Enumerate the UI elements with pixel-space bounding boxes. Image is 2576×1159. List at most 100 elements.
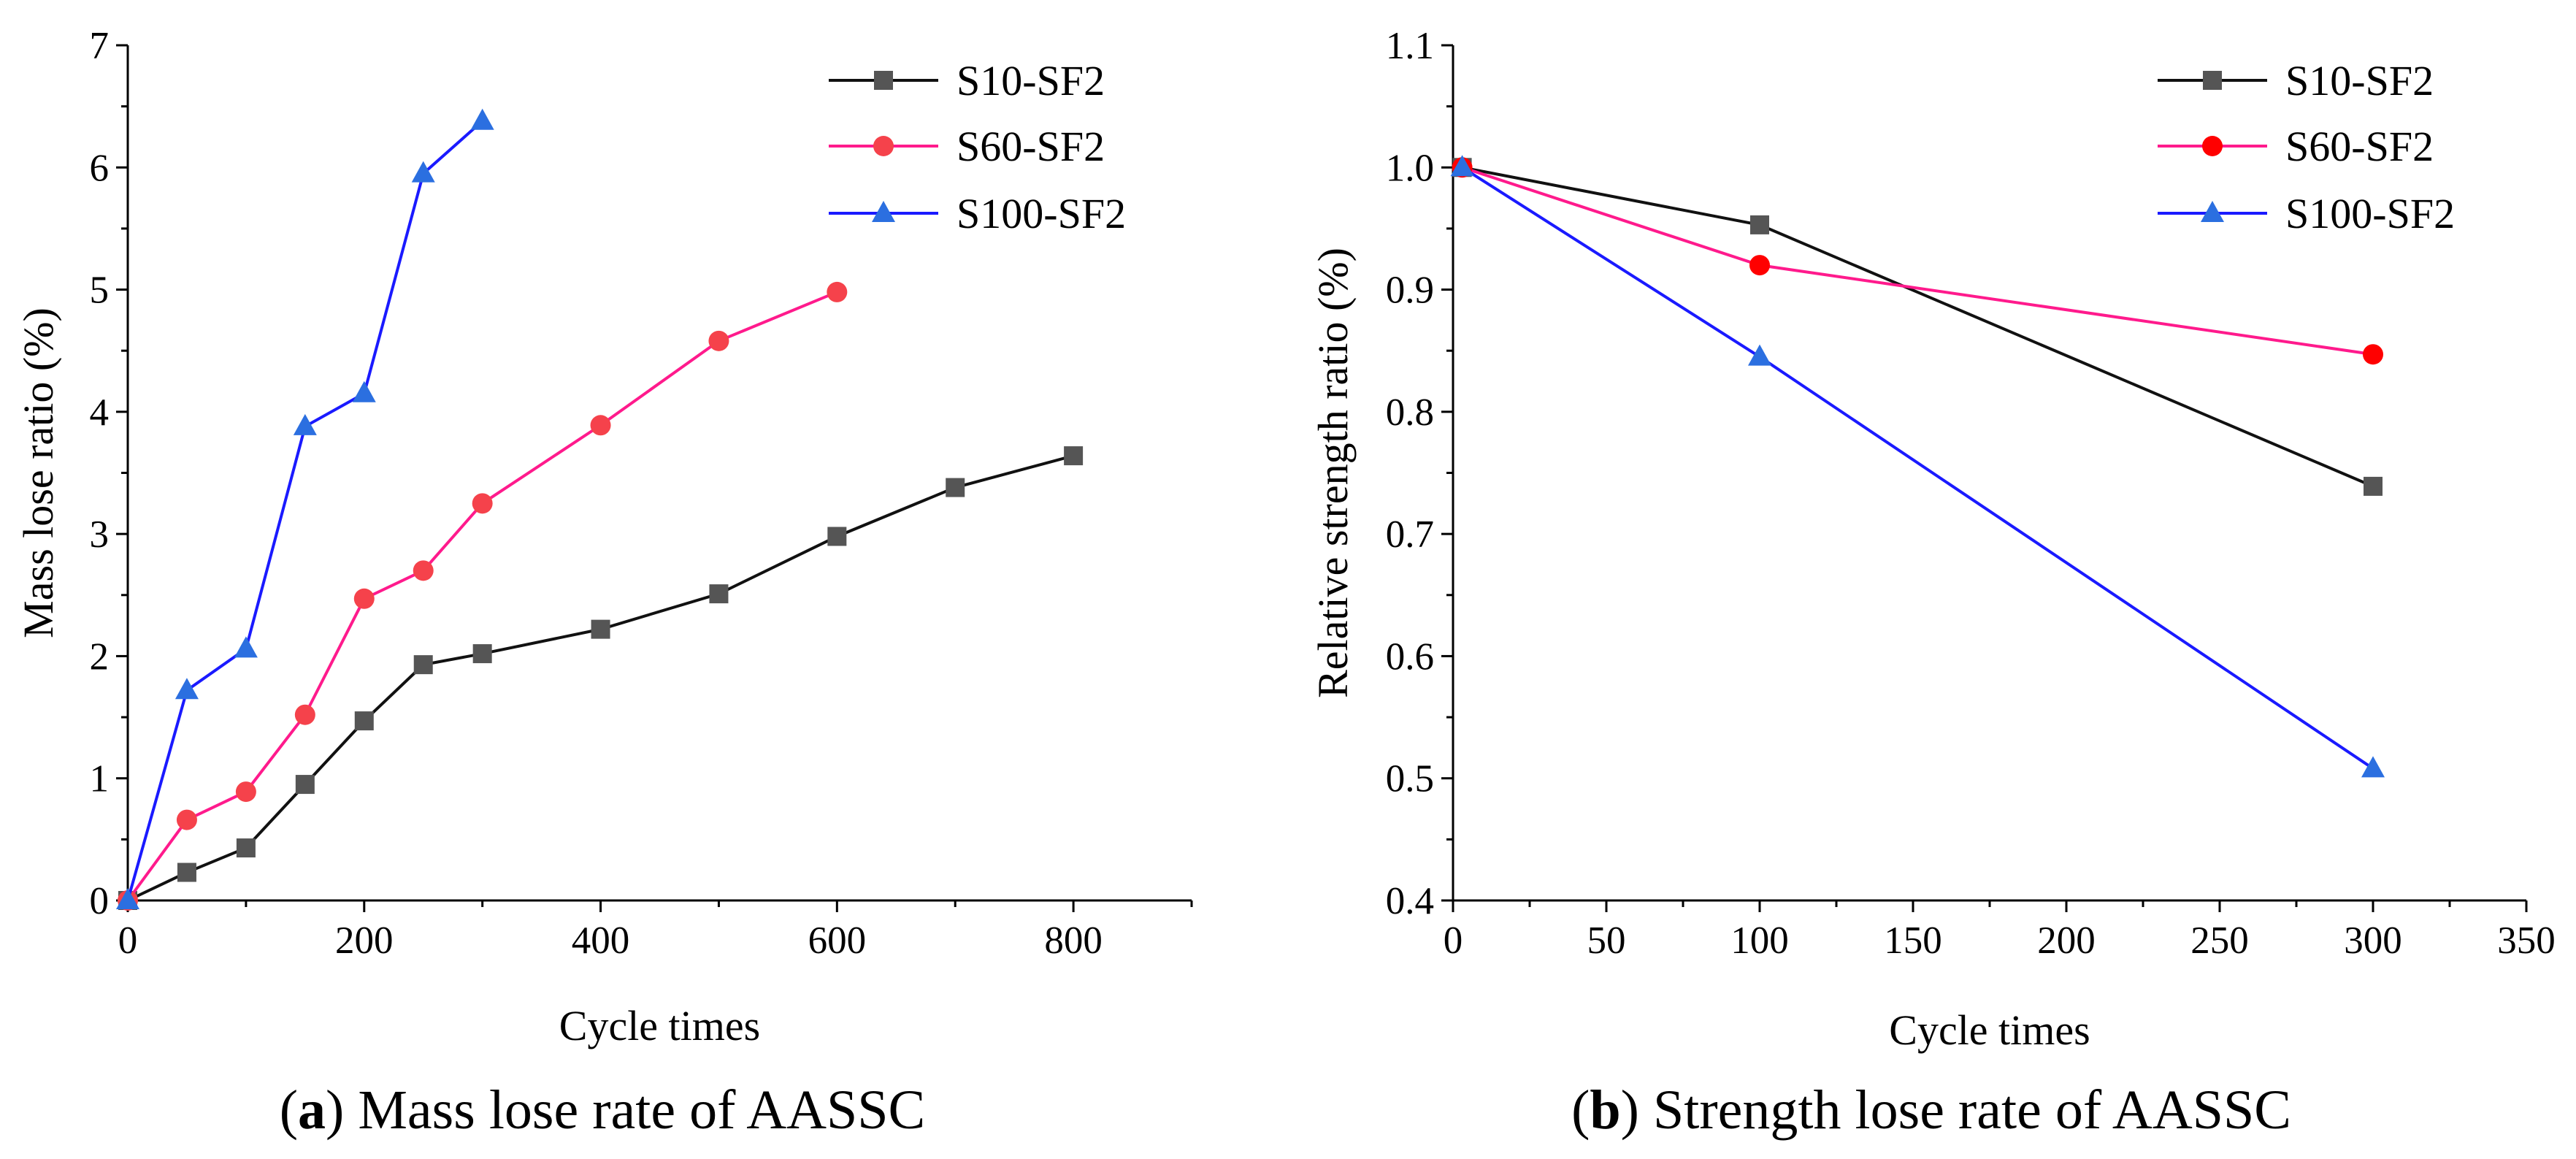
y-tick-label: 2	[90, 635, 110, 678]
legend-label: S60-SF2	[957, 123, 1105, 170]
data-point	[294, 704, 315, 725]
y-tick-label: 0.6	[1386, 635, 1434, 678]
y-tick-label: 0.7	[1386, 513, 1434, 556]
data-point	[176, 809, 197, 830]
data-point	[1064, 446, 1084, 466]
caption-text: ) Mass lose rate of AASSC	[326, 1079, 925, 1141]
x-tick-label: 150	[1884, 919, 1942, 962]
series-s100-sf2	[116, 108, 494, 909]
legend-marker	[873, 136, 894, 156]
data-point	[295, 775, 315, 795]
x-tick-label: 200	[2037, 919, 2096, 962]
legend-marker	[874, 71, 893, 90]
legend: S10-SF2 S60-SF2 S100-SF2	[2158, 57, 2455, 237]
y-tick-label: 0.4	[1386, 880, 1434, 922]
caption-letter: a	[298, 1079, 326, 1141]
data-point	[354, 711, 374, 731]
x-tick-label: 400	[572, 919, 630, 962]
x-axis-label: Cycle times	[1889, 1006, 2090, 1054]
legend-label: S100-SF2	[2285, 190, 2455, 237]
y-tick-label: 4	[90, 391, 110, 434]
caption-open-paren: (	[1571, 1079, 1590, 1141]
data-point	[470, 108, 494, 130]
data-point	[709, 584, 729, 604]
legend-label: S60-SF2	[2285, 123, 2434, 170]
series-s60-sf2	[1452, 157, 2383, 365]
panel-caption: (b) Strength lose rate of AASSC	[1571, 1079, 2291, 1141]
series-line	[126, 291, 838, 902]
series-s60-sf2	[118, 281, 848, 911]
legend-label: S100-SF2	[957, 190, 1126, 237]
data-point	[2364, 476, 2383, 496]
chart-panel-a: 0 200 400 600 800 0 1 2 3 4 5 6 7 Cycle times Mass los…	[15, 25, 1193, 1141]
data-point	[413, 560, 434, 581]
y-tick-label: 0.9	[1386, 269, 1434, 312]
legend-label: S10-SF2	[2285, 57, 2434, 104]
data-point	[591, 619, 610, 639]
x-tick-label: 300	[2344, 919, 2402, 962]
data-point	[235, 781, 256, 803]
caption-letter: b	[1590, 1079, 1620, 1141]
data-point	[946, 478, 965, 497]
x-tick-label: 800	[1044, 919, 1103, 962]
legend-label: S10-SF2	[957, 57, 1105, 104]
legend-marker	[2201, 201, 2224, 222]
y-tick-label: 7	[90, 25, 110, 67]
data-point	[1750, 215, 1769, 234]
x-axis-label: Cycle times	[559, 1002, 760, 1049]
data-point	[590, 415, 611, 436]
data-point	[352, 380, 376, 402]
data-point	[293, 413, 317, 435]
series-line	[1462, 166, 2374, 488]
data-point	[2361, 756, 2385, 778]
data-point	[1748, 344, 1771, 366]
series-line	[1461, 166, 2374, 356]
x-tick-label: 0	[118, 919, 138, 962]
x-tick-label: 600	[808, 919, 867, 962]
data-point	[472, 493, 493, 514]
data-point	[236, 838, 256, 858]
y-tick-label: 5	[90, 269, 110, 312]
y-tick-label: 6	[90, 147, 110, 189]
data-point	[116, 888, 139, 909]
x-tick-label: 50	[1587, 919, 1626, 962]
data-point	[827, 527, 847, 546]
caption-text: ) Strength lose rate of AASSC	[1621, 1079, 2291, 1141]
series-s10-sf2	[118, 446, 1084, 910]
y-tick-label: 1	[90, 758, 110, 800]
data-point	[472, 644, 492, 664]
y-tick-label: 0.8	[1386, 391, 1434, 434]
panel-caption: (a) Mass lose rate of AASSC	[280, 1079, 926, 1141]
data-point	[1749, 255, 1770, 276]
y-tick-label: 1.1	[1386, 25, 1434, 67]
legend: S10-SF2 S60-SF2 S100-SF2	[829, 57, 1126, 237]
y-tick-label: 0.5	[1386, 758, 1434, 800]
chart-panel-b: 0 50 100 150 200 250 300 350 0.4 0.5 0.6 0.7 0.8 0.9 1…	[1309, 25, 2556, 1141]
data-point	[411, 161, 435, 183]
data-point	[175, 678, 199, 700]
legend-marker	[2202, 136, 2223, 156]
x-tick-label: 100	[1730, 919, 1789, 962]
data-point	[708, 330, 729, 351]
legend-marker	[2203, 71, 2222, 90]
data-point	[234, 636, 258, 658]
y-tick-label: 1.0	[1386, 147, 1434, 189]
series-line	[127, 454, 1074, 902]
series-s100-sf2	[1450, 155, 2385, 778]
data-point	[353, 588, 375, 609]
series-line	[1461, 166, 2374, 770]
y-axis-label: Mass lose ratio (%)	[15, 307, 62, 638]
data-point	[2363, 344, 2383, 365]
data-point	[177, 862, 196, 882]
y-tick-label: 3	[90, 513, 110, 556]
data-point	[827, 281, 848, 302]
caption-open-paren: (	[280, 1079, 298, 1141]
y-axis-label: Relative strength ratio (%)	[1309, 248, 1357, 698]
x-tick-label: 250	[2190, 919, 2249, 962]
x-tick-label: 200	[335, 919, 394, 962]
legend-marker	[872, 201, 895, 222]
y-tick-label: 0	[90, 880, 110, 922]
x-tick-label: 0	[1444, 919, 1463, 962]
x-tick-label: 350	[2497, 919, 2556, 962]
